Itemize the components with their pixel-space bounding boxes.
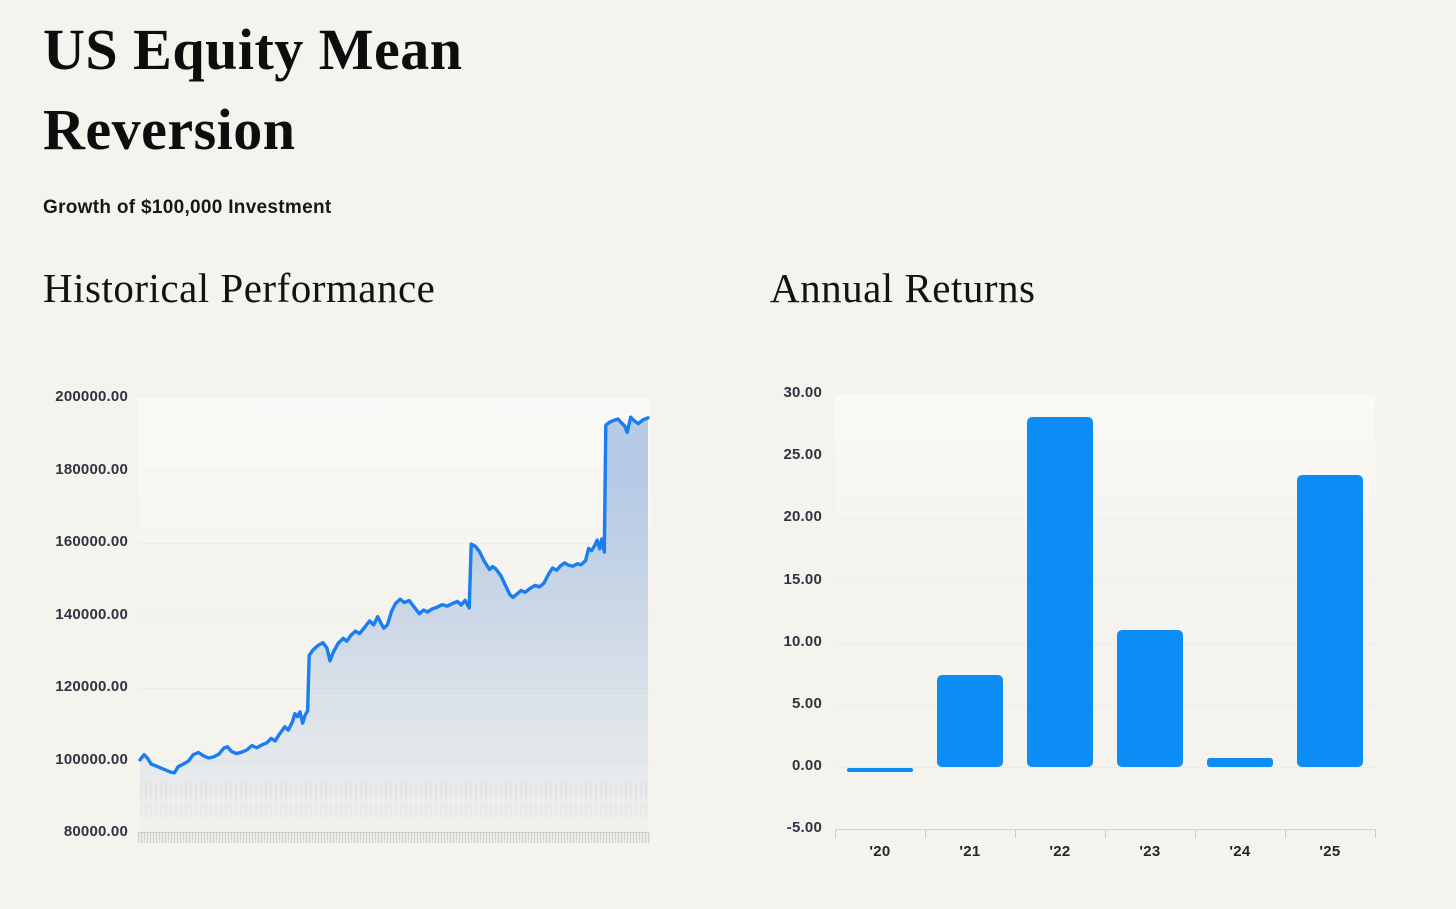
bar-chart-x-axis-label: '22 bbox=[1049, 843, 1071, 860]
annual-returns-chart: '20 '21 '22 '23 '24 '25 30.00 25.00 20.00 15.00 1… bbox=[770, 383, 1420, 883]
bar-chart-y-axis-label: 10.00 bbox=[783, 632, 822, 650]
annual-return-bar-22 bbox=[1027, 417, 1093, 767]
bar-chart-y-axis-label: 25.00 bbox=[783, 446, 822, 464]
area-fill bbox=[140, 417, 648, 832]
line-chart-y-axis-label: 160000.00 bbox=[55, 533, 128, 550]
line-chart-y-axis-label: 140000.00 bbox=[55, 605, 128, 623]
bar-chart-x-axis-label: '23 bbox=[1139, 843, 1161, 860]
x-axis-dense-tick-strip bbox=[138, 832, 650, 843]
historical-performance-chart: 200000.00 180000.00 160000.00 140000.00 1200… bbox=[43, 383, 660, 863]
page-title: US Equity Mean Reversion bbox=[43, 17, 463, 162]
growth-line-series bbox=[138, 415, 650, 832]
annual-return-bar-20 bbox=[847, 768, 913, 773]
annual-return-bar-25 bbox=[1297, 474, 1363, 767]
bar-chart-y-axis-label: 20.00 bbox=[783, 508, 822, 526]
bar-chart-y-axis-label: 0.00 bbox=[792, 757, 822, 775]
annual-return-bar-23 bbox=[1117, 630, 1183, 767]
line-chart-y-axis-label: 100000.00 bbox=[55, 750, 128, 768]
bar-chart-x-axis-label: '25 bbox=[1319, 843, 1341, 860]
bar-chart-y-axis-label: -5.00 bbox=[786, 819, 822, 837]
x-axis-category-labels: '20 '21 '22 '23 '24 '25 bbox=[835, 843, 1375, 860]
bar-chart-bars bbox=[835, 383, 1375, 830]
bar-chart-plot-area bbox=[835, 394, 1375, 830]
bar-chart-y-axis-label: 15.00 bbox=[783, 570, 822, 588]
bar-chart-x-axis-label: '20 bbox=[869, 843, 891, 860]
annual-return-bar-24 bbox=[1207, 758, 1273, 767]
bar-chart-y-axis-label: 30.00 bbox=[783, 384, 822, 401]
historical-performance-heading: Historical Performance bbox=[43, 265, 436, 311]
x-axis-ticks bbox=[835, 830, 1376, 838]
annual-return-bar-21 bbox=[937, 674, 1003, 767]
annual-returns-heading: Annual Returns bbox=[770, 265, 1036, 311]
line-chart-y-axis-label: 200000.00 bbox=[55, 388, 128, 405]
x-axis-line bbox=[835, 829, 1376, 830]
line-chart-y-axis-label: 180000.00 bbox=[55, 460, 128, 478]
bar-chart-y-axis-label: 5.00 bbox=[792, 695, 822, 713]
line-chart-y-axis-label: 120000.00 bbox=[55, 678, 128, 695]
growth-line bbox=[138, 415, 650, 775]
line-chart-y-axis-label: 80000.00 bbox=[63, 823, 128, 840]
page-subtitle: Growth of $100,000 Investment bbox=[43, 197, 332, 218]
bar-chart-x-axis-label: '24 bbox=[1229, 843, 1251, 860]
bar-chart-x-axis-label: '21 bbox=[959, 843, 981, 860]
